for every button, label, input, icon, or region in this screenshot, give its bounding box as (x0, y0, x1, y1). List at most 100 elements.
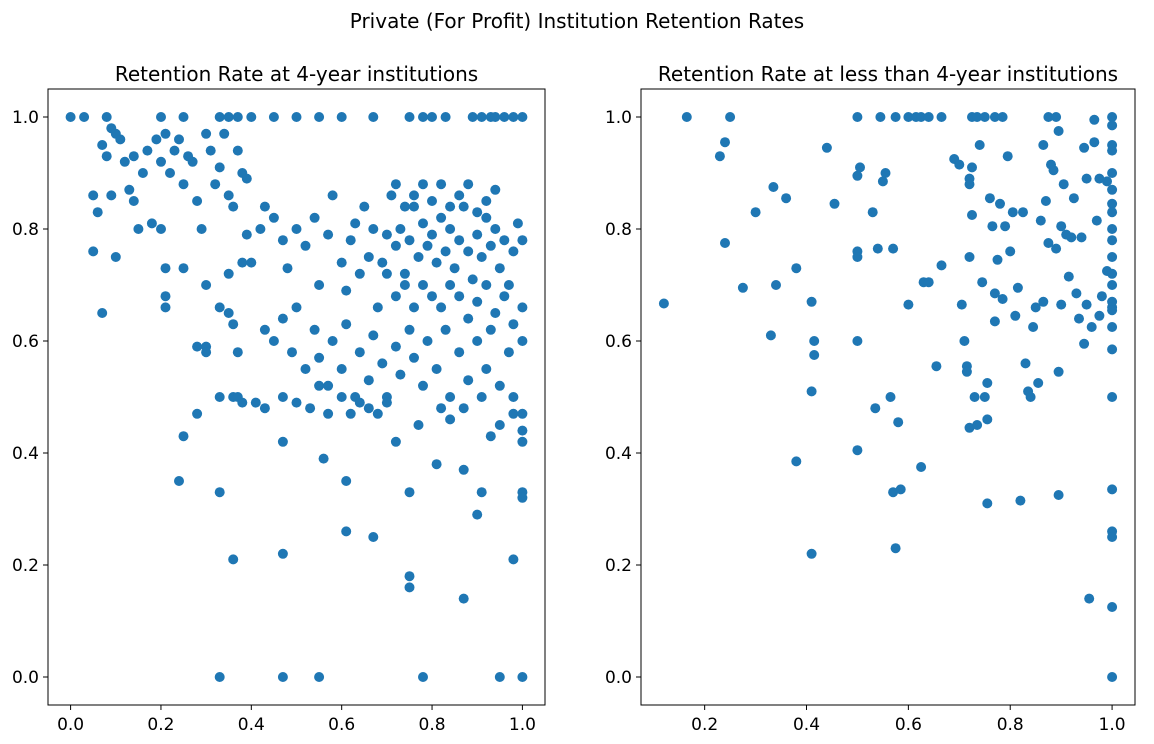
data-point (508, 112, 519, 122)
data-point (936, 260, 947, 271)
data-point (494, 420, 505, 430)
x-tick-label: 0.0 (57, 715, 84, 735)
data-point (174, 134, 184, 145)
data-point (101, 151, 112, 162)
data-point (178, 431, 189, 442)
subplot-title-less-than-4-year: Retention Rate at less than 4-year insti… (658, 62, 1118, 86)
data-point (1002, 151, 1013, 162)
data-point (982, 498, 993, 509)
data-point (65, 112, 76, 122)
data-point (341, 526, 352, 537)
data-point (1066, 232, 1077, 243)
data-point (318, 453, 329, 464)
x-tick-label: 0.2 (691, 715, 718, 735)
data-point (201, 280, 212, 290)
x-tick-label: 0.4 (238, 715, 265, 735)
y-tick-label: 0.4 (605, 444, 632, 464)
data-point (1007, 207, 1018, 218)
x-tick-label: 0.6 (328, 715, 355, 735)
data-point (277, 548, 288, 559)
data-point (259, 324, 270, 335)
data-point (79, 112, 90, 122)
data-point (463, 313, 474, 324)
data-point (1096, 291, 1107, 302)
data-point (232, 145, 243, 156)
data-point (106, 190, 117, 201)
data-point (341, 319, 352, 330)
data-point (223, 308, 234, 318)
data-point (1081, 173, 1092, 184)
data-point (381, 229, 392, 240)
x-tick-label: 0.6 (895, 715, 922, 735)
data-point (989, 288, 1000, 299)
data-point (979, 392, 990, 402)
data-point (454, 235, 465, 246)
data-point (1053, 126, 1064, 136)
data-point (806, 386, 817, 397)
data-point (115, 134, 126, 145)
data-point (1048, 165, 1059, 176)
data-point (517, 436, 528, 447)
data-point (903, 112, 914, 122)
data-point (720, 238, 730, 248)
data-point (268, 212, 279, 223)
data-point (791, 263, 802, 274)
data-point (178, 179, 189, 190)
data-point (499, 291, 510, 302)
data-point (277, 235, 288, 246)
data-point (409, 352, 419, 363)
data-point (472, 296, 483, 307)
data-point (1107, 532, 1118, 542)
data-point (223, 112, 234, 122)
data-point (368, 532, 379, 542)
data-point (287, 347, 297, 358)
data-point (517, 112, 528, 122)
data-point (354, 397, 365, 408)
data-point (1005, 246, 1016, 257)
data-point (1076, 232, 1087, 243)
data-point (169, 145, 180, 156)
data-point (354, 347, 365, 358)
data-point (336, 257, 347, 268)
data-point (992, 254, 1003, 265)
data-point (494, 380, 505, 391)
axes-frame-4-year (47, 88, 546, 706)
data-point (1107, 268, 1118, 279)
data-point (1020, 358, 1031, 369)
data-point (341, 476, 352, 486)
data-point (472, 509, 483, 520)
data-point (829, 198, 840, 209)
data-point (750, 207, 761, 218)
data-point (314, 352, 325, 363)
data-point (852, 170, 863, 181)
data-point (1038, 140, 1049, 150)
data-point (210, 179, 221, 190)
data-point (214, 112, 225, 122)
data-point (1107, 252, 1118, 262)
data-point (1107, 198, 1118, 209)
data-point (1107, 120, 1118, 131)
data-point (436, 212, 447, 223)
data-point (463, 246, 474, 257)
data-point (377, 358, 388, 369)
data-point (1107, 207, 1118, 218)
data-point (995, 198, 1005, 209)
data-point (409, 302, 419, 313)
data-point (124, 184, 135, 195)
data-point (499, 235, 510, 246)
data-point (390, 179, 401, 190)
data-point (101, 112, 112, 122)
data-point (440, 246, 451, 257)
data-point (336, 392, 347, 402)
data-point (259, 201, 270, 212)
data-point (277, 313, 288, 324)
data-point (1043, 112, 1054, 122)
data-point (449, 263, 460, 274)
data-point (463, 179, 474, 190)
data-point (997, 112, 1008, 122)
data-point (368, 224, 379, 234)
data-point (404, 571, 415, 582)
data-point (214, 487, 225, 498)
data-point (228, 319, 239, 330)
